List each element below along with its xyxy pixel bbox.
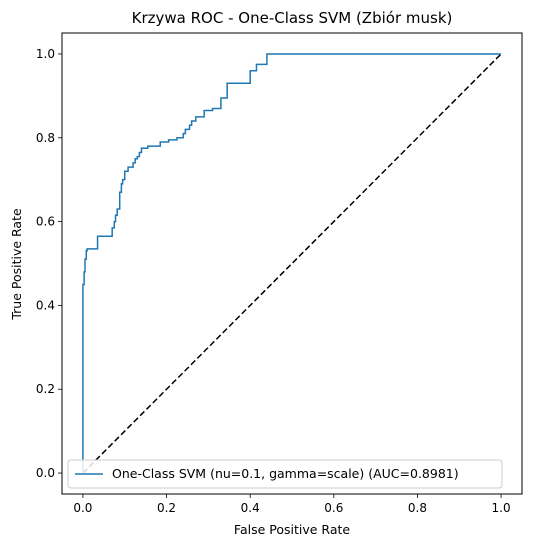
y-tick-label: 1.0 — [36, 47, 55, 61]
x-axis-ticks: 0.0 0.2 0.4 0.6 0.8 1.0 — [73, 494, 511, 515]
x-tick-label: 0.6 — [324, 501, 343, 515]
series-layer — [82, 53, 502, 474]
roc-curve-line — [82, 53, 502, 474]
x-tick-label: 0.4 — [241, 501, 260, 515]
x-tick-label: 1.0 — [492, 501, 511, 515]
y-tick-label: 0.0 — [36, 466, 55, 480]
y-axis-label: True Positive Rate — [9, 208, 24, 321]
y-tick-label: 0.8 — [36, 131, 55, 145]
y-tick-label: 0.2 — [36, 382, 55, 396]
y-axis-ticks: 0.0 0.2 0.4 0.6 0.8 1.0 — [36, 47, 62, 480]
y-tick-label: 0.6 — [36, 215, 55, 229]
x-tick-label: 0.0 — [73, 501, 92, 515]
x-tick-label: 0.2 — [157, 501, 176, 515]
chart-title: Krzywa ROC - One-Class SVM (Zbiór musk) — [132, 9, 453, 27]
y-tick-label: 0.4 — [36, 298, 55, 312]
legend-box — [67, 459, 503, 489]
x-tick-label: 0.8 — [408, 501, 427, 515]
legend: One-Class SVM (nu=0.1, gamma=scale) (AUC… — [67, 459, 503, 489]
x-axis-label: False Positive Rate — [234, 522, 350, 537]
legend-entry-roc: One-Class SVM (nu=0.1, gamma=scale) (AUC… — [112, 466, 459, 481]
